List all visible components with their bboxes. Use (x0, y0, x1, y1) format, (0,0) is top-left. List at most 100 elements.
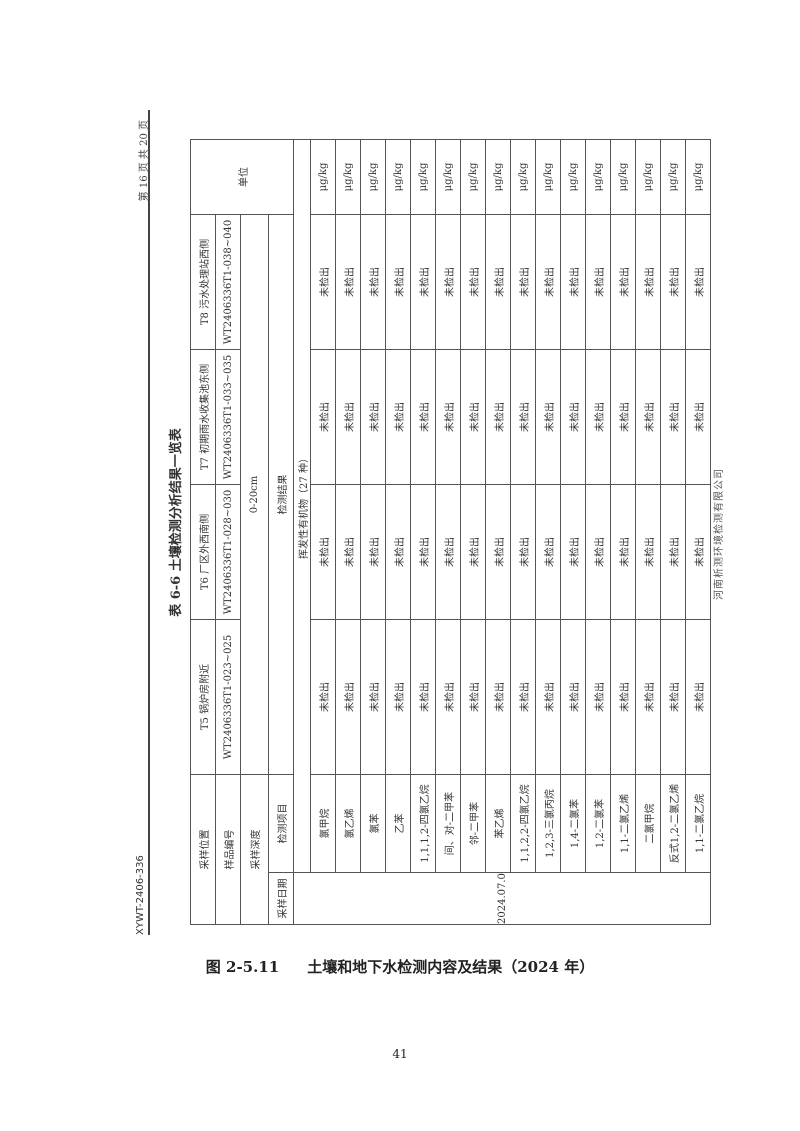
category-row: 2024.07.08 挥发性有机物（27 种） (293, 139, 711, 925)
result-cell: 未检出 (660, 349, 686, 485)
result-cell: 未检出 (560, 349, 586, 485)
compound-name: 氯甲烷 (310, 774, 336, 873)
location-label: 采样位置 (190, 774, 216, 925)
site-location: T5 锅炉房附近 (190, 619, 216, 775)
depth-label: 采样深度 (240, 774, 269, 925)
compound-name: 1,1-二氯乙烷 (685, 774, 711, 873)
result-cell: 未检出 (660, 214, 686, 350)
sample-id: WT2406336T1-033~035 (215, 349, 241, 485)
result-cell: 未检出 (685, 214, 711, 350)
result-cell: 未检出 (435, 484, 461, 620)
unit-cell: μg/kg (310, 139, 336, 215)
result-cell: 未检出 (460, 349, 486, 485)
result-cell: 未检出 (685, 484, 711, 620)
result-cell: 未检出 (510, 214, 536, 350)
category-label: 挥发性有机物（27 种） (293, 139, 311, 873)
result-cell: 未检出 (635, 349, 661, 485)
compound-name: 二氯甲烷 (635, 774, 661, 873)
result-cell: 未检出 (335, 484, 361, 620)
result-cell: 未检出 (585, 214, 611, 350)
result-cell: 未检出 (435, 214, 461, 350)
compound-name: 乙苯 (385, 774, 411, 873)
result-cell: 未检出 (635, 619, 661, 775)
result-cell: 未检出 (485, 484, 511, 620)
result-cell: 未检出 (610, 484, 636, 620)
rotated-scanned-report: XYWT-2406-336 第 16 页 共 20 页 表 6-6 土壤检测分析… (135, 110, 725, 935)
item-label: 检测项目 (268, 774, 294, 873)
result-cell: 未检出 (410, 484, 436, 620)
result-cell: 未检出 (385, 349, 411, 485)
table-row: 反式1,2-二氯乙烯 未检出 未检出 未检出 未检出 μg/kg (660, 139, 686, 925)
result-cell: 未检出 (610, 619, 636, 775)
table-row: 1,4-二氯苯 未检出 未检出 未检出 未检出 μg/kg (560, 139, 586, 925)
result-cell: 未检出 (685, 349, 711, 485)
result-cell: 未检出 (310, 619, 336, 775)
result-cell: 未检出 (685, 619, 711, 775)
table-row: 1,2-二氯苯 未检出 未检出 未检出 未检出 μg/kg (585, 139, 611, 925)
depth-value: 0-20cm (240, 214, 269, 775)
item-row: 采样日期 检测项目 检测结果 (268, 140, 294, 925)
site-location: T7 初期雨水收集池东侧 (190, 349, 216, 485)
header-rule (148, 110, 150, 935)
unit-cell: μg/kg (685, 139, 711, 215)
table-row: 二氯甲烷 未检出 未检出 未检出 未检出 μg/kg (635, 139, 661, 925)
unit-cell: μg/kg (535, 139, 561, 215)
result-cell: 未检出 (510, 349, 536, 485)
result-cell: 未检出 (360, 214, 386, 350)
result-cell: 未检出 (435, 349, 461, 485)
result-cell: 未检出 (335, 214, 361, 350)
compound-name: 1,2-二氯苯 (585, 774, 611, 873)
unit-cell: μg/kg (435, 139, 461, 215)
sample-id: WT2406336T1-028~030 (215, 484, 241, 620)
compound-name: 1,2,3-三氯丙烷 (535, 774, 561, 873)
table-row: 1,1,2,2-四氯乙烷 未检出 未检出 未检出 未检出 μg/kg (510, 139, 536, 925)
unit-cell: μg/kg (560, 139, 586, 215)
table-row: 1,1,1,2-四氯乙烷 未检出 未检出 未检出 未检出 μg/kg (410, 139, 436, 925)
table-row: 间、对-二甲苯 未检出 未检出 未检出 未检出 μg/kg (435, 139, 461, 925)
result-cell: 未检出 (410, 349, 436, 485)
unit-cell: μg/kg (485, 139, 511, 215)
table-row: 苯乙烯 未检出 未检出 未检出 未检出 μg/kg (485, 139, 511, 925)
result-cell: 未检出 (635, 484, 661, 620)
result-cell: 未检出 (585, 619, 611, 775)
result-cell: 未检出 (385, 214, 411, 350)
unit-cell: μg/kg (335, 139, 361, 215)
result-cell: 未检出 (610, 349, 636, 485)
result-cell: 未检出 (535, 349, 561, 485)
result-cell: 未检出 (510, 619, 536, 775)
sample-id-row: 样品编号 WT2406336T1-023~025 WT2406336T1-028… (215, 140, 241, 925)
unit-cell: μg/kg (585, 139, 611, 215)
result-cell: 未检出 (310, 214, 336, 350)
compound-name: 反式1,2-二氯乙烯 (660, 774, 686, 873)
table-row: 氯甲烷 未检出 未检出 未检出 未检出 μg/kg (310, 139, 336, 925)
table-row: 乙苯 未检出 未检出 未检出 未检出 μg/kg (385, 139, 411, 925)
result-cell: 未检出 (335, 619, 361, 775)
result-cell: 未检出 (610, 214, 636, 350)
result-cell: 未检出 (560, 484, 586, 620)
unit-cell: μg/kg (460, 139, 486, 215)
result-cell: 未检出 (310, 349, 336, 485)
compound-name: 氯苯 (360, 774, 386, 873)
table-row: 1,2,3-三氯丙烷 未检出 未检出 未检出 未检出 μg/kg (535, 139, 561, 925)
result-cell: 未检出 (410, 214, 436, 350)
compound-name: 苯乙烯 (485, 774, 511, 873)
result-cell: 未检出 (660, 484, 686, 620)
date-value: 2024.07.08 (293, 872, 711, 925)
table-row: 氯乙烯 未检出 未检出 未检出 未检出 μg/kg (335, 139, 361, 925)
compound-name: 邻-二甲苯 (460, 774, 486, 873)
result-cell: 未检出 (460, 484, 486, 620)
unit-cell: μg/kg (635, 139, 661, 215)
result-cell: 未检出 (385, 484, 411, 620)
table-row: 邻-二甲苯 未检出 未检出 未检出 未检出 μg/kg (460, 139, 486, 925)
soil-results-table: 采样位置 T5 锅炉房附近 T6 厂区外西南侧 T7 初期雨水收集池东侧 T8 … (190, 139, 711, 925)
compound-name: 间、对-二甲苯 (435, 774, 461, 873)
result-cell: 未检出 (460, 214, 486, 350)
sample-id: WT2406336T1-038~040 (215, 214, 241, 350)
caption-text: 土壤和地下水检测内容及结果（2024 年） (307, 958, 595, 976)
doc-code: XYWT-2406-336 (135, 855, 146, 935)
result-cell: 未检出 (360, 619, 386, 775)
result-cell: 未检出 (435, 619, 461, 775)
result-cell: 未检出 (385, 619, 411, 775)
result-cell: 未检出 (310, 484, 336, 620)
